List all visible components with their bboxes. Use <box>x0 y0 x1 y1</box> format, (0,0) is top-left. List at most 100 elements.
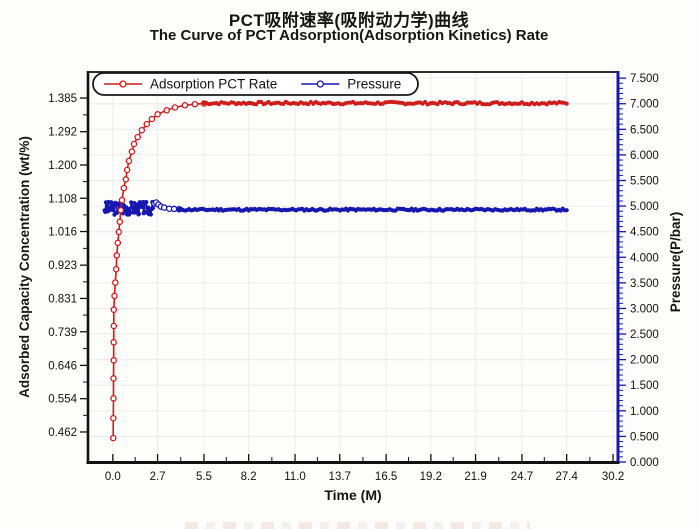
data-point <box>136 211 142 216</box>
data-series <box>102 99 569 442</box>
right-tick-label: 4.000 <box>630 252 659 264</box>
legend: Adsorption PCT Rate Pressure <box>92 72 419 96</box>
tick-labels: 0.0 2.7 5.5 8.2 11.0 13.7 16.5 19.2 21.9 24.7 27.4… <box>48 73 659 483</box>
data-point <box>564 101 569 106</box>
data-point-open <box>148 115 156 123</box>
data-point-open <box>113 252 121 259</box>
data-point-open <box>110 414 117 422</box>
data-point-open <box>143 120 151 128</box>
data-point-open <box>134 133 141 141</box>
right-tick-label: 3.500 <box>630 278 659 290</box>
data-point-open <box>110 322 118 330</box>
x-axis-title: Time (M) <box>324 487 382 503</box>
x-tick-label: 8.2 <box>241 471 257 483</box>
data-point-open <box>128 148 136 155</box>
data-point-open <box>111 292 118 300</box>
right-axis-title: Pressure(P/bar) <box>668 211 683 313</box>
right-tick-label: 1.500 <box>630 380 659 392</box>
right-tick-label: 0.500 <box>630 431 659 443</box>
x-tick-label: 19.2 <box>420 471 442 483</box>
data-point-open <box>110 306 118 313</box>
x-tick-label: 27.4 <box>555 471 578 483</box>
legend-item-label: Pressure <box>347 77 401 92</box>
data-point-open <box>120 184 128 192</box>
right-tick-label: 4.500 <box>630 227 659 239</box>
data-point-open <box>112 279 119 286</box>
data-point-open <box>118 196 126 204</box>
right-tick-label: 5.000 <box>630 201 659 213</box>
data-point-open <box>138 126 146 134</box>
data-point-open <box>191 100 199 108</box>
left-tick-label: 0.923 <box>48 260 77 272</box>
data-point-open <box>110 395 117 402</box>
x-tick-label: 11.0 <box>284 471 306 483</box>
data-point <box>134 208 140 213</box>
legend-sample-marker <box>316 80 324 88</box>
left-tick-label: 0.554 <box>48 394 77 406</box>
data-point <box>139 204 144 210</box>
x-tick-label: 5.5 <box>196 471 212 483</box>
data-point-open <box>114 239 122 247</box>
x-tick-label: 30.2 <box>602 471 624 483</box>
data-point-open <box>109 434 117 442</box>
right-tick-label: 6.000 <box>630 150 659 162</box>
data-point-open <box>130 140 138 148</box>
right-tick-label: 7.500 <box>630 73 659 85</box>
data-point-open <box>117 206 125 214</box>
data-point-open <box>160 204 168 211</box>
data-point-open <box>181 102 189 109</box>
legend-box <box>92 72 419 96</box>
data-point-open <box>163 107 170 114</box>
series-pressure <box>102 199 569 217</box>
data-point-open <box>116 218 124 226</box>
left-tick-label: 1.385 <box>48 93 77 105</box>
data-point <box>130 205 135 210</box>
data-point-open <box>112 265 120 273</box>
left-tick-label: 1.292 <box>48 127 77 139</box>
x-tick-label: 16.5 <box>375 471 397 483</box>
data-point-open <box>125 157 133 165</box>
right-tick-label: 1.000 <box>630 406 659 418</box>
data-point-open <box>122 176 130 183</box>
data-point-open <box>110 357 117 364</box>
right-tick-label: 3.000 <box>630 303 659 315</box>
right-tick-label: 2.000 <box>630 355 659 367</box>
right-tick-label: 5.500 <box>630 176 659 188</box>
data-point-open <box>115 228 123 236</box>
tick-marks <box>80 77 626 463</box>
data-point-open <box>110 375 117 382</box>
series-adsorption-pct-rate <box>109 99 569 442</box>
data-point <box>150 206 155 211</box>
data-point <box>144 200 149 205</box>
chart-title-chinese: PCT吸附速率(吸附动力学)曲线 <box>228 11 470 30</box>
left-tick-label: 1.016 <box>48 227 77 239</box>
left-tick-label: 0.831 <box>48 293 77 305</box>
data-point-open <box>154 111 161 118</box>
right-tick-label: 0.000 <box>630 457 659 469</box>
data-point <box>148 212 153 217</box>
data-point-open <box>171 104 179 111</box>
left-axis-title: Adsorbed Capacity Concentration (wt/%) <box>17 136 32 398</box>
right-tick-label: 2.500 <box>630 329 659 341</box>
left-tick-label: 1.108 <box>48 193 77 205</box>
data-point <box>105 203 110 209</box>
right-tick-label: 7.000 <box>630 99 659 111</box>
x-tick-label: 21.9 <box>464 471 486 483</box>
axes <box>86 71 620 464</box>
x-tick-label: 13.7 <box>329 471 351 483</box>
left-tick-label: 0.646 <box>48 360 77 372</box>
x-tick-label: 24.7 <box>511 471 533 483</box>
x-tick-label: 0.0 <box>105 471 121 483</box>
right-tick-label: 6.500 <box>630 124 659 136</box>
left-tick-label: 0.462 <box>48 427 77 439</box>
legend-item-label: Adsorption PCT Rate <box>150 77 277 92</box>
data-point <box>110 207 115 213</box>
data-point-open <box>123 166 131 174</box>
chart-title-english: The Curve of PCT Adsorption(Adsorption K… <box>149 27 549 44</box>
watermark-strip <box>185 522 530 529</box>
left-tick-label: 1.200 <box>48 160 77 172</box>
x-tick-label: 2.7 <box>150 471 166 483</box>
gridlines <box>89 73 617 463</box>
